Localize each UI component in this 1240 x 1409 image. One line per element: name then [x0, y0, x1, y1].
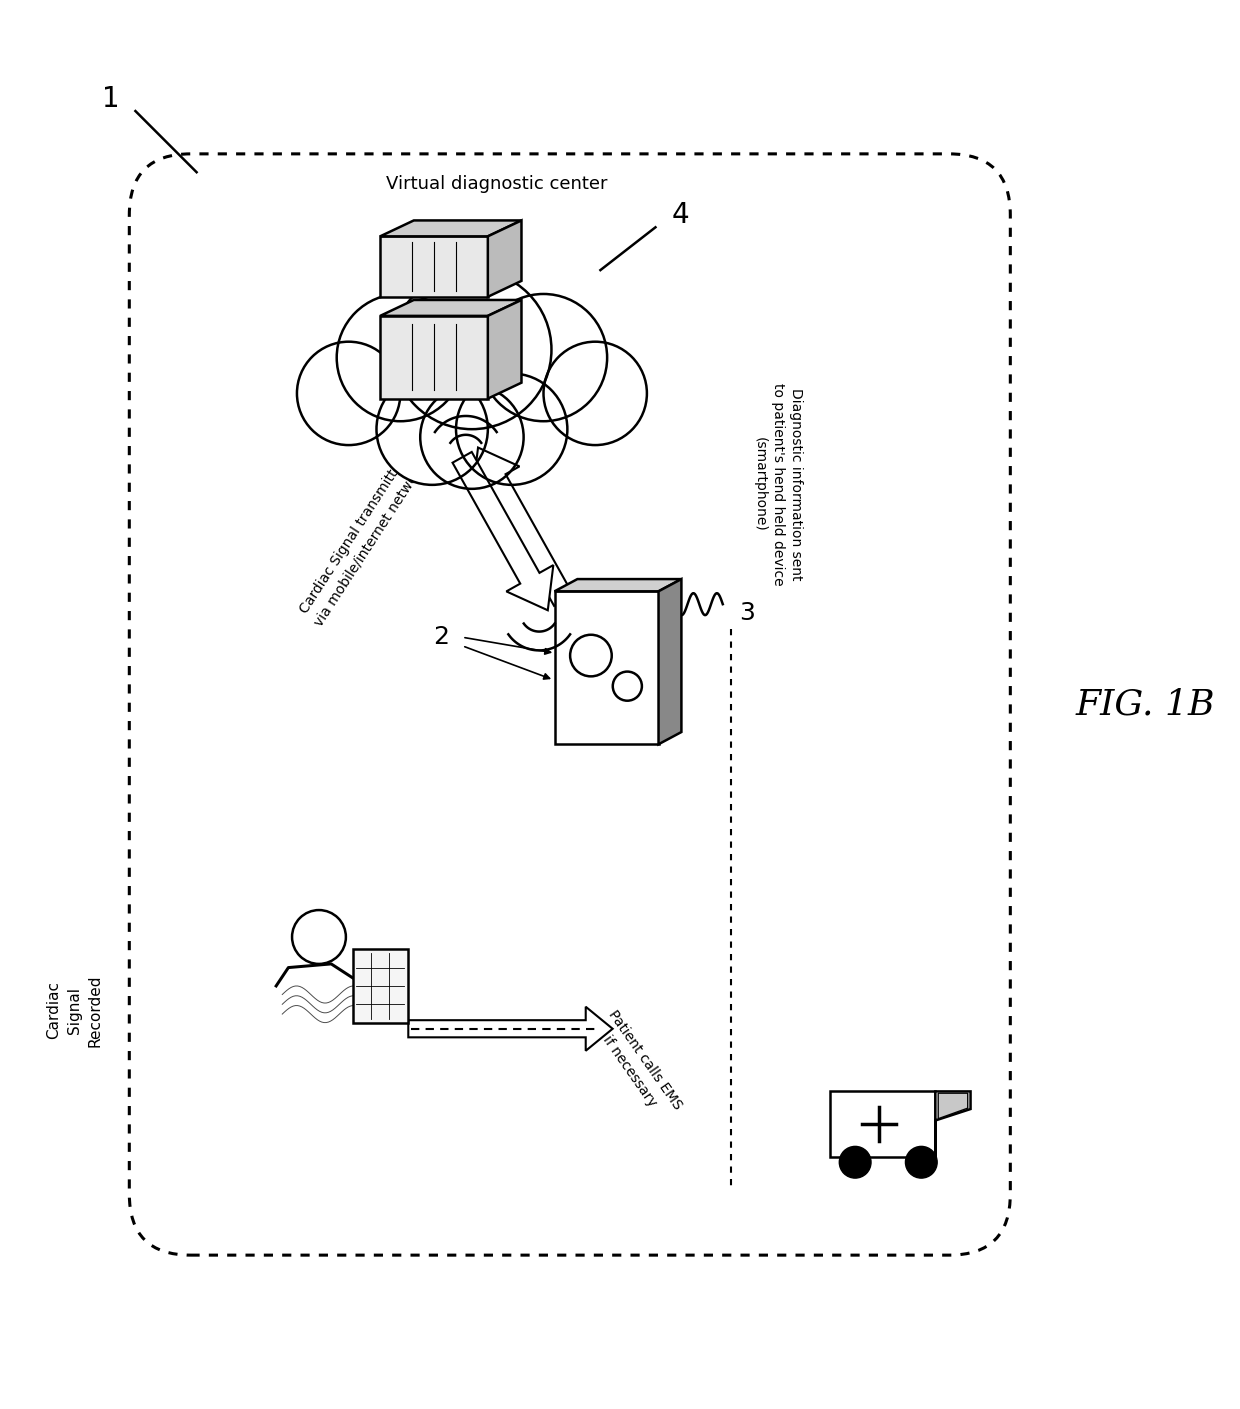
Polygon shape	[935, 1092, 971, 1157]
Polygon shape	[487, 300, 522, 399]
Text: 2: 2	[433, 626, 449, 650]
Circle shape	[420, 386, 523, 489]
Bar	[830, 1092, 935, 1157]
Circle shape	[377, 373, 487, 485]
Text: 1: 1	[102, 85, 120, 113]
Polygon shape	[381, 237, 487, 297]
Text: 4: 4	[671, 201, 688, 230]
Polygon shape	[381, 300, 522, 316]
Polygon shape	[487, 220, 522, 297]
Polygon shape	[453, 452, 553, 610]
Text: Cardiac
Signal
Recorded: Cardiac Signal Recorded	[46, 974, 103, 1047]
Circle shape	[296, 342, 401, 445]
Polygon shape	[381, 220, 522, 237]
Bar	[352, 950, 408, 1023]
Polygon shape	[472, 448, 573, 606]
Circle shape	[392, 271, 552, 430]
Polygon shape	[939, 1093, 967, 1119]
Text: Virtual diagnostic center: Virtual diagnostic center	[386, 176, 608, 193]
Text: Patient calls EMS
if necessary: Patient calls EMS if necessary	[590, 1007, 684, 1123]
Circle shape	[839, 1147, 870, 1178]
Circle shape	[543, 342, 647, 445]
Text: Cardiac Signal transmitted
via mobile/internet network: Cardiac Signal transmitted via mobile/in…	[296, 449, 428, 628]
Text: FIG. 1B: FIG. 1B	[1075, 688, 1215, 721]
Polygon shape	[381, 316, 487, 399]
Circle shape	[905, 1147, 937, 1178]
Polygon shape	[554, 579, 682, 592]
Polygon shape	[554, 592, 658, 744]
Circle shape	[337, 294, 464, 421]
Text: 3: 3	[739, 600, 755, 624]
Circle shape	[456, 373, 568, 485]
Circle shape	[480, 294, 608, 421]
Text: Diagnostic information sent
to patient's hend held device
(smartphone): Diagnostic information sent to patient's…	[753, 383, 804, 586]
Polygon shape	[408, 1007, 613, 1051]
Polygon shape	[658, 579, 682, 744]
